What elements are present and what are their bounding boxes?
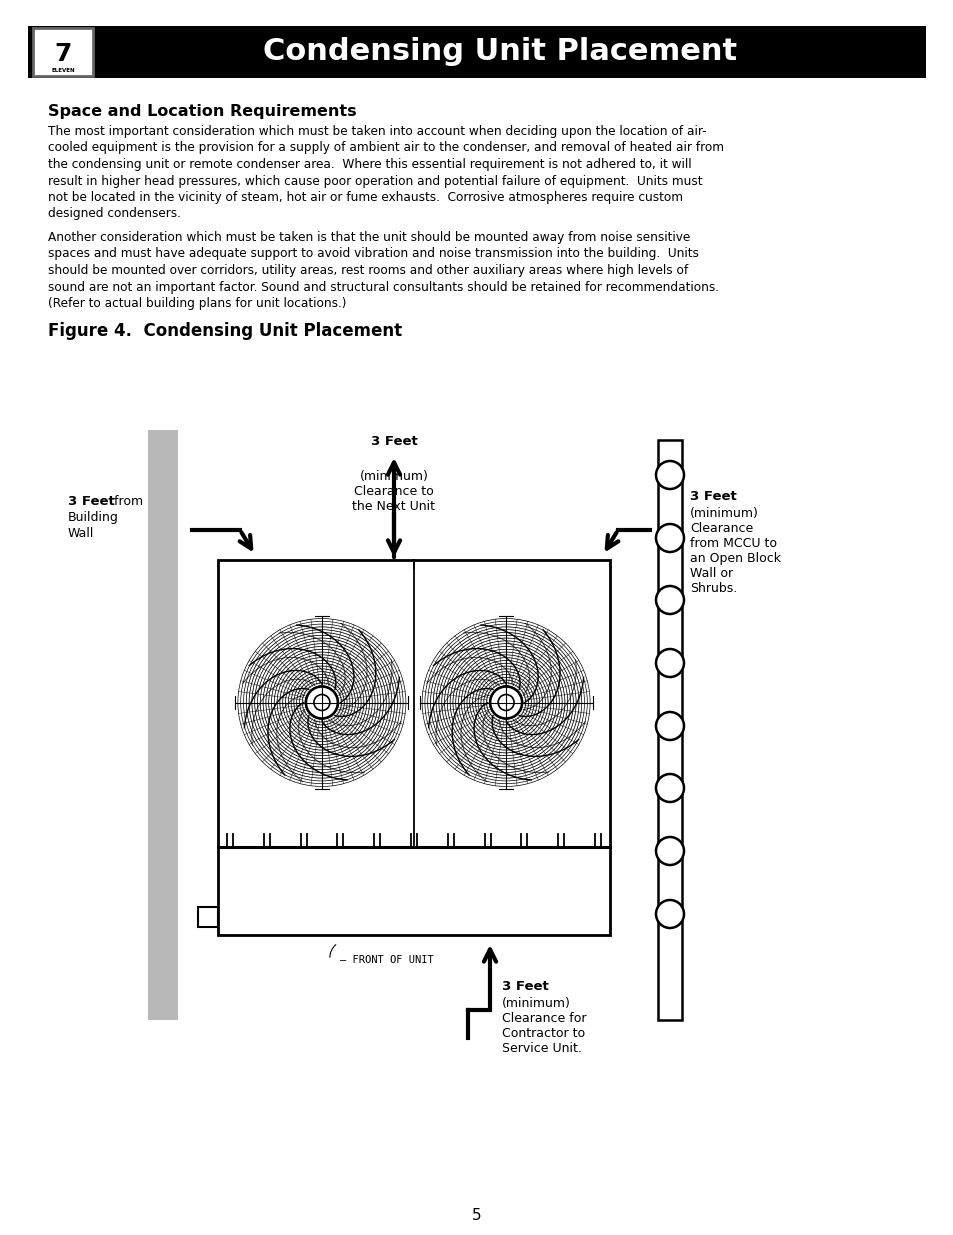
Text: 3 Feet: 3 Feet	[689, 490, 736, 503]
Bar	[198, 906, 218, 927]
Circle shape	[306, 687, 337, 719]
Text: spaces and must have adequate support to avoid vibration and noise transmission : spaces and must have adequate support to…	[48, 247, 699, 261]
Circle shape	[314, 694, 330, 710]
Text: should be mounted over corridors, utility areas, rest rooms and other auxiliary : should be mounted over corridors, utilit…	[48, 264, 687, 277]
Text: from: from	[110, 495, 143, 508]
Circle shape	[656, 650, 683, 677]
Text: Another consideration which must be taken is that the unit should be mounted awa: Another consideration which must be take…	[48, 231, 690, 245]
Text: ELEVEN: ELEVEN	[51, 68, 74, 73]
Text: (Refer to actual building plans for unit locations.): (Refer to actual building plans for unit…	[48, 296, 346, 310]
Text: result in higher head pressures, which cause poor operation and potential failur: result in higher head pressures, which c…	[48, 174, 701, 188]
Text: (minimum)
Clearance to
the Next Unit: (minimum) Clearance to the Next Unit	[352, 454, 435, 513]
Circle shape	[656, 461, 683, 489]
Circle shape	[656, 585, 683, 614]
Circle shape	[656, 713, 683, 740]
Text: Building: Building	[68, 511, 119, 524]
Bar	[658, 440, 681, 1020]
Circle shape	[656, 837, 683, 864]
Text: 3 Feet: 3 Feet	[370, 435, 416, 448]
Text: 3 Feet: 3 Feet	[501, 981, 548, 993]
Text: — FRONT OF UNIT: — FRONT OF UNIT	[339, 955, 434, 965]
Text: 3 Feet: 3 Feet	[68, 495, 114, 508]
Text: 7: 7	[54, 42, 71, 65]
Bar	[218, 559, 609, 935]
Text: Wall: Wall	[68, 527, 94, 540]
Text: (minimum)
Clearance for
Contractor to
Service Unit.: (minimum) Clearance for Contractor to Se…	[501, 997, 586, 1055]
Text: Figure 4.  Condensing Unit Placement: Figure 4. Condensing Unit Placement	[48, 322, 402, 340]
Circle shape	[497, 694, 514, 710]
Text: not be located in the vicinity of steam, hot air or fume exhausts.  Corrosive at: not be located in the vicinity of steam,…	[48, 191, 682, 204]
Circle shape	[656, 774, 683, 802]
Text: cooled equipment is the provision for a supply of ambient air to the condenser, : cooled equipment is the provision for a …	[48, 142, 723, 154]
Bar	[33, 28, 92, 77]
Text: (minimum)
Clearance
from MCCU to
an Open Block
Wall or
Shrubs.: (minimum) Clearance from MCCU to an Open…	[689, 508, 781, 595]
Text: designed condensers.: designed condensers.	[48, 207, 181, 221]
Circle shape	[490, 687, 521, 719]
Bar	[28, 26, 925, 78]
Text: 5: 5	[472, 1208, 481, 1223]
Text: Space and Location Requirements: Space and Location Requirements	[48, 104, 356, 119]
Text: Condensing Unit Placement: Condensing Unit Placement	[263, 37, 737, 67]
Text: The most important consideration which must be taken into account when deciding : The most important consideration which m…	[48, 125, 706, 138]
Text: the condensing unit or remote condenser area.  Where this essential requirement : the condensing unit or remote condenser …	[48, 158, 691, 170]
Text: sound are not an important factor. Sound and structural consultants should be re: sound are not an important factor. Sound…	[48, 280, 719, 294]
Circle shape	[656, 524, 683, 552]
Circle shape	[656, 900, 683, 927]
Bar	[148, 430, 178, 1020]
